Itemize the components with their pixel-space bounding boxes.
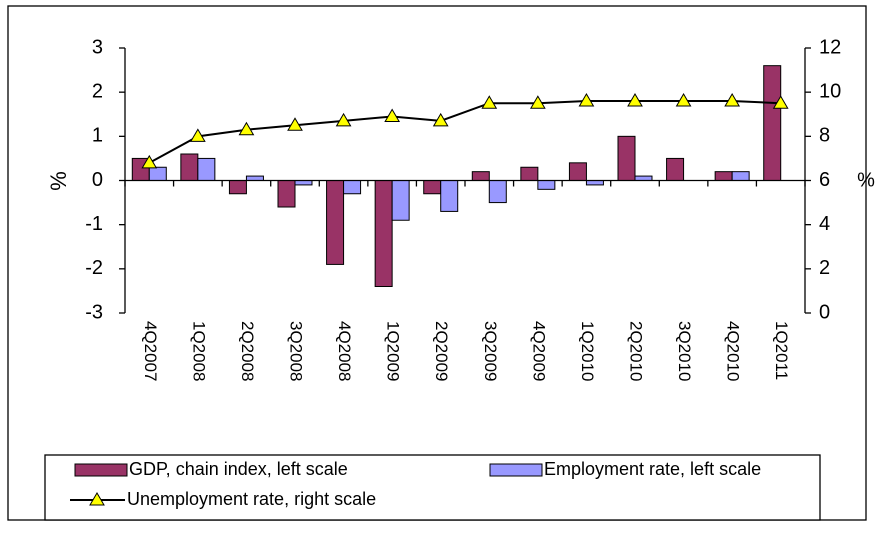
y-axis-label: % [46,171,71,191]
x-tick-label: 2Q2010 [627,321,646,382]
y-tick-label: 3 [92,36,103,58]
marker [238,121,255,136]
bar [471,171,490,182]
marker [335,112,352,127]
legend-box [44,454,821,521]
marker [141,154,158,169]
marker [481,95,498,109]
bar [374,180,393,287]
y2-tick-label: 4 [819,213,830,235]
legend-swatch [74,463,128,477]
chart-border [7,5,867,521]
bar [197,157,216,182]
bar [568,162,587,181]
marker [287,117,303,131]
marker [627,93,643,107]
x-tick-label: 4Q2007 [141,321,160,382]
x-tick-label: 2Q2009 [432,321,451,382]
y-tick-label: 2 [92,80,103,102]
legend-label: Employment rate, left scale [544,459,761,479]
x-tick-label: 4Q2008 [335,321,354,382]
marker [432,112,449,127]
marker [578,93,595,107]
y-tick-label: -1 [85,213,103,235]
bar [423,180,442,195]
bar [326,180,345,265]
y2-tick-label: 0 [819,301,830,323]
bar [148,166,167,181]
y2-tick-label: 10 [819,80,841,102]
marker [384,108,401,122]
y-tick-label: 0 [92,169,103,191]
bar [537,180,556,190]
x-tick-label: 1Q2009 [384,321,403,382]
y2-tick-label: 6 [819,169,830,191]
bar [180,153,199,181]
x-tick-label: 3Q2008 [287,321,306,382]
x-tick-label: 1Q2008 [189,321,208,382]
bar [228,180,247,195]
bar [440,180,459,212]
bar [294,180,313,186]
bar [634,175,653,181]
legend-swatch [489,463,543,477]
bar [245,175,264,181]
bar [277,180,296,208]
y2-tick-label: 12 [819,36,841,58]
y2-tick-label: 8 [819,125,830,147]
y-tick-label: -2 [85,257,103,279]
line [148,100,781,164]
bar [617,135,636,181]
y-tick-label: -3 [85,301,103,323]
x-tick-label: 3Q2009 [481,321,500,382]
legend-label: Unemployment rate, right scale [127,489,376,509]
y2-tick-label: 2 [819,257,830,279]
marker [189,128,206,142]
marker [675,93,692,107]
bar [585,180,604,186]
y2-axis-label: % [857,169,875,191]
bar [391,180,410,221]
x-tick-label: 1Q2011 [772,321,791,380]
x-tick-label: 4Q2010 [724,321,743,382]
bar [731,171,750,182]
marker [529,95,546,109]
bar [763,65,782,181]
x-tick-label: 4Q2009 [529,321,548,382]
x-tick-label: 2Q2008 [238,321,257,382]
bar [520,166,539,181]
bar [714,171,733,182]
x-tick-label: 3Q2010 [675,321,694,382]
legend-marker [89,492,105,506]
x-tick-label: 1Q2010 [578,321,597,382]
bar [343,180,362,195]
legend-label: GDP, chain index, left scale [129,459,348,479]
y-tick-label: 1 [92,125,103,147]
bar [666,157,685,182]
marker [724,93,741,107]
bar [488,180,507,204]
marker [772,95,789,109]
